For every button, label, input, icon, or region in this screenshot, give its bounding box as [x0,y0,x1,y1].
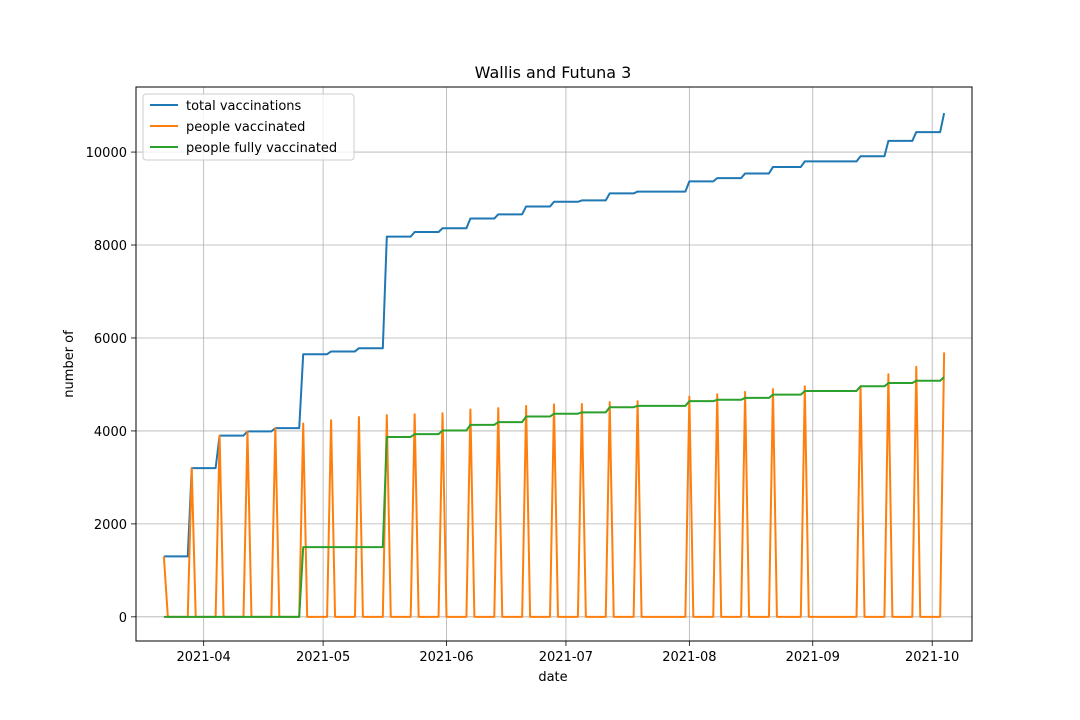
legend-entry: total vaccinations [186,99,302,114]
series-line-total-vaccinations [163,112,946,558]
x-tick-label: 2021-10 [905,650,959,665]
x-axis-ticks: 2021-04 2021-05 2021-06 2021-07 2021-08 2021-… [177,641,959,665]
series-line-people-fully-vaccinated [163,376,945,618]
x-tick-label: 2021-06 [419,650,473,665]
x-tick-label: 2021-09 [786,650,840,665]
x-axis-label: date [538,670,567,685]
legend: total vaccinations people vaccinated peopl… [142,93,355,161]
y-axis-ticks: 0 2000 4000 6000 8000 10000 [86,146,136,626]
y-axis-label: number of [62,330,77,398]
y-tick-label: 4000 [94,425,127,440]
x-tick-label: 2021-05 [296,650,350,665]
x-tick-label: 2021-04 [177,650,231,665]
y-tick-label: 8000 [94,239,127,254]
legend-entry: people fully vaccinated [186,141,337,156]
plot-frame [135,86,973,642]
series-lines [162,112,946,618]
legend-box [142,93,355,161]
y-tick-label: 2000 [94,518,127,533]
x-tick-label: 2021-07 [539,650,593,665]
y-tick-label: 0 [119,611,127,626]
x-tick-label: 2021-08 [662,650,716,665]
chart-title: Wallis and Futuna 3 [475,63,632,82]
legend-entry: people vaccinated [186,120,305,135]
y-tick-label: 10000 [86,146,127,161]
y-tick-label: 6000 [94,332,127,347]
